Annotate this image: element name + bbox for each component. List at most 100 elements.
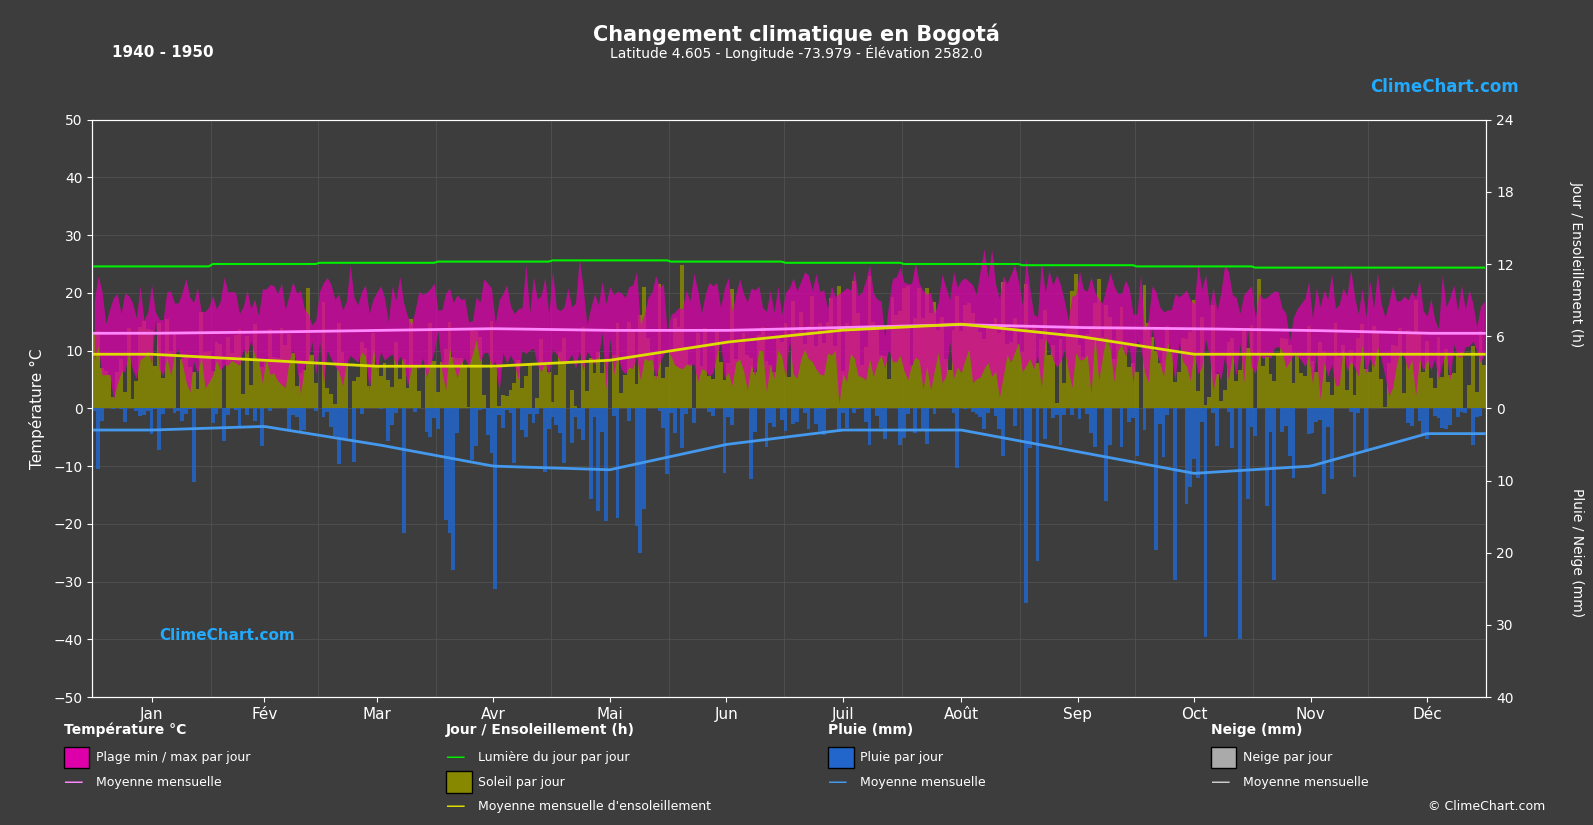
Bar <box>223 408 226 441</box>
Bar <box>765 361 768 408</box>
Bar <box>814 346 817 408</box>
Bar <box>147 408 150 411</box>
Bar <box>166 319 169 408</box>
Bar <box>199 312 204 408</box>
Bar <box>363 348 368 408</box>
Bar <box>639 315 642 408</box>
Bar <box>1002 408 1005 456</box>
Bar <box>994 408 997 416</box>
Bar <box>1172 408 1177 580</box>
Bar <box>902 288 906 408</box>
Bar <box>773 408 776 427</box>
Bar <box>1356 408 1360 413</box>
Bar <box>642 286 647 408</box>
Bar <box>746 355 749 408</box>
Bar <box>1134 372 1139 408</box>
Bar <box>573 408 577 417</box>
Bar <box>1131 408 1134 417</box>
Bar <box>1128 367 1131 408</box>
Bar <box>875 327 879 408</box>
Bar <box>1483 365 1486 408</box>
Bar <box>978 408 983 417</box>
Bar <box>1063 383 1066 408</box>
Bar <box>932 408 937 414</box>
Bar <box>436 408 440 428</box>
Bar <box>1238 370 1243 408</box>
Bar <box>1284 408 1287 426</box>
Bar <box>1364 408 1368 452</box>
Bar <box>1330 395 1333 408</box>
Bar <box>906 408 910 414</box>
Bar <box>241 394 245 408</box>
Bar <box>185 355 188 408</box>
Bar <box>1325 408 1330 427</box>
Bar <box>628 322 631 408</box>
Bar <box>929 313 932 408</box>
Bar <box>330 394 333 408</box>
Bar <box>768 365 773 408</box>
Bar <box>1319 342 1322 408</box>
Bar <box>1394 346 1399 408</box>
Bar <box>852 408 855 413</box>
Bar <box>1341 345 1344 408</box>
Bar <box>1440 408 1445 428</box>
Bar <box>303 408 306 430</box>
Bar <box>519 389 524 408</box>
Bar <box>1093 408 1096 447</box>
Bar <box>188 367 191 408</box>
Bar <box>902 408 906 438</box>
Bar <box>134 408 139 411</box>
Bar <box>325 388 330 408</box>
Text: Jour / Ensoleillement (h): Jour / Ensoleillement (h) <box>1571 181 1583 347</box>
Bar <box>983 408 986 429</box>
Bar <box>798 312 803 408</box>
Bar <box>519 408 524 430</box>
Bar <box>215 342 218 408</box>
Bar <box>570 408 573 443</box>
Bar <box>658 284 661 408</box>
Text: —: — <box>64 772 83 792</box>
Bar <box>502 394 505 408</box>
Bar <box>792 408 795 424</box>
Bar <box>215 408 218 414</box>
Bar <box>1478 408 1483 416</box>
Bar <box>1249 408 1254 427</box>
Bar <box>393 342 398 408</box>
Bar <box>792 301 795 408</box>
Bar <box>1051 408 1055 418</box>
Bar <box>554 408 558 425</box>
Bar <box>822 343 825 408</box>
Bar <box>1153 408 1158 550</box>
Bar <box>680 408 685 449</box>
Bar <box>268 408 272 411</box>
Bar <box>292 408 295 415</box>
Bar <box>863 408 868 422</box>
Bar <box>210 371 215 408</box>
Bar <box>1445 408 1448 429</box>
Bar <box>1172 383 1177 408</box>
Bar <box>570 390 573 408</box>
Bar <box>1166 326 1169 408</box>
Bar <box>382 363 387 408</box>
Bar <box>292 353 295 408</box>
Bar <box>1383 407 1388 408</box>
Bar <box>1372 327 1375 408</box>
Bar <box>1027 408 1032 448</box>
Bar <box>710 379 715 408</box>
Bar <box>475 331 478 408</box>
Bar <box>1456 354 1459 408</box>
Bar <box>948 370 951 408</box>
Bar <box>268 329 272 408</box>
Bar <box>615 408 620 518</box>
Bar <box>723 408 726 473</box>
Bar <box>409 319 413 408</box>
Bar <box>352 381 355 408</box>
Bar <box>852 281 855 408</box>
Bar <box>379 375 382 408</box>
Bar <box>1109 317 1112 408</box>
Bar <box>926 288 929 408</box>
Text: Moyenne mensuelle: Moyenne mensuelle <box>1243 776 1368 789</box>
Text: ClimeChart.com: ClimeChart.com <box>1370 78 1518 96</box>
Bar <box>601 373 604 408</box>
Bar <box>1021 352 1024 408</box>
